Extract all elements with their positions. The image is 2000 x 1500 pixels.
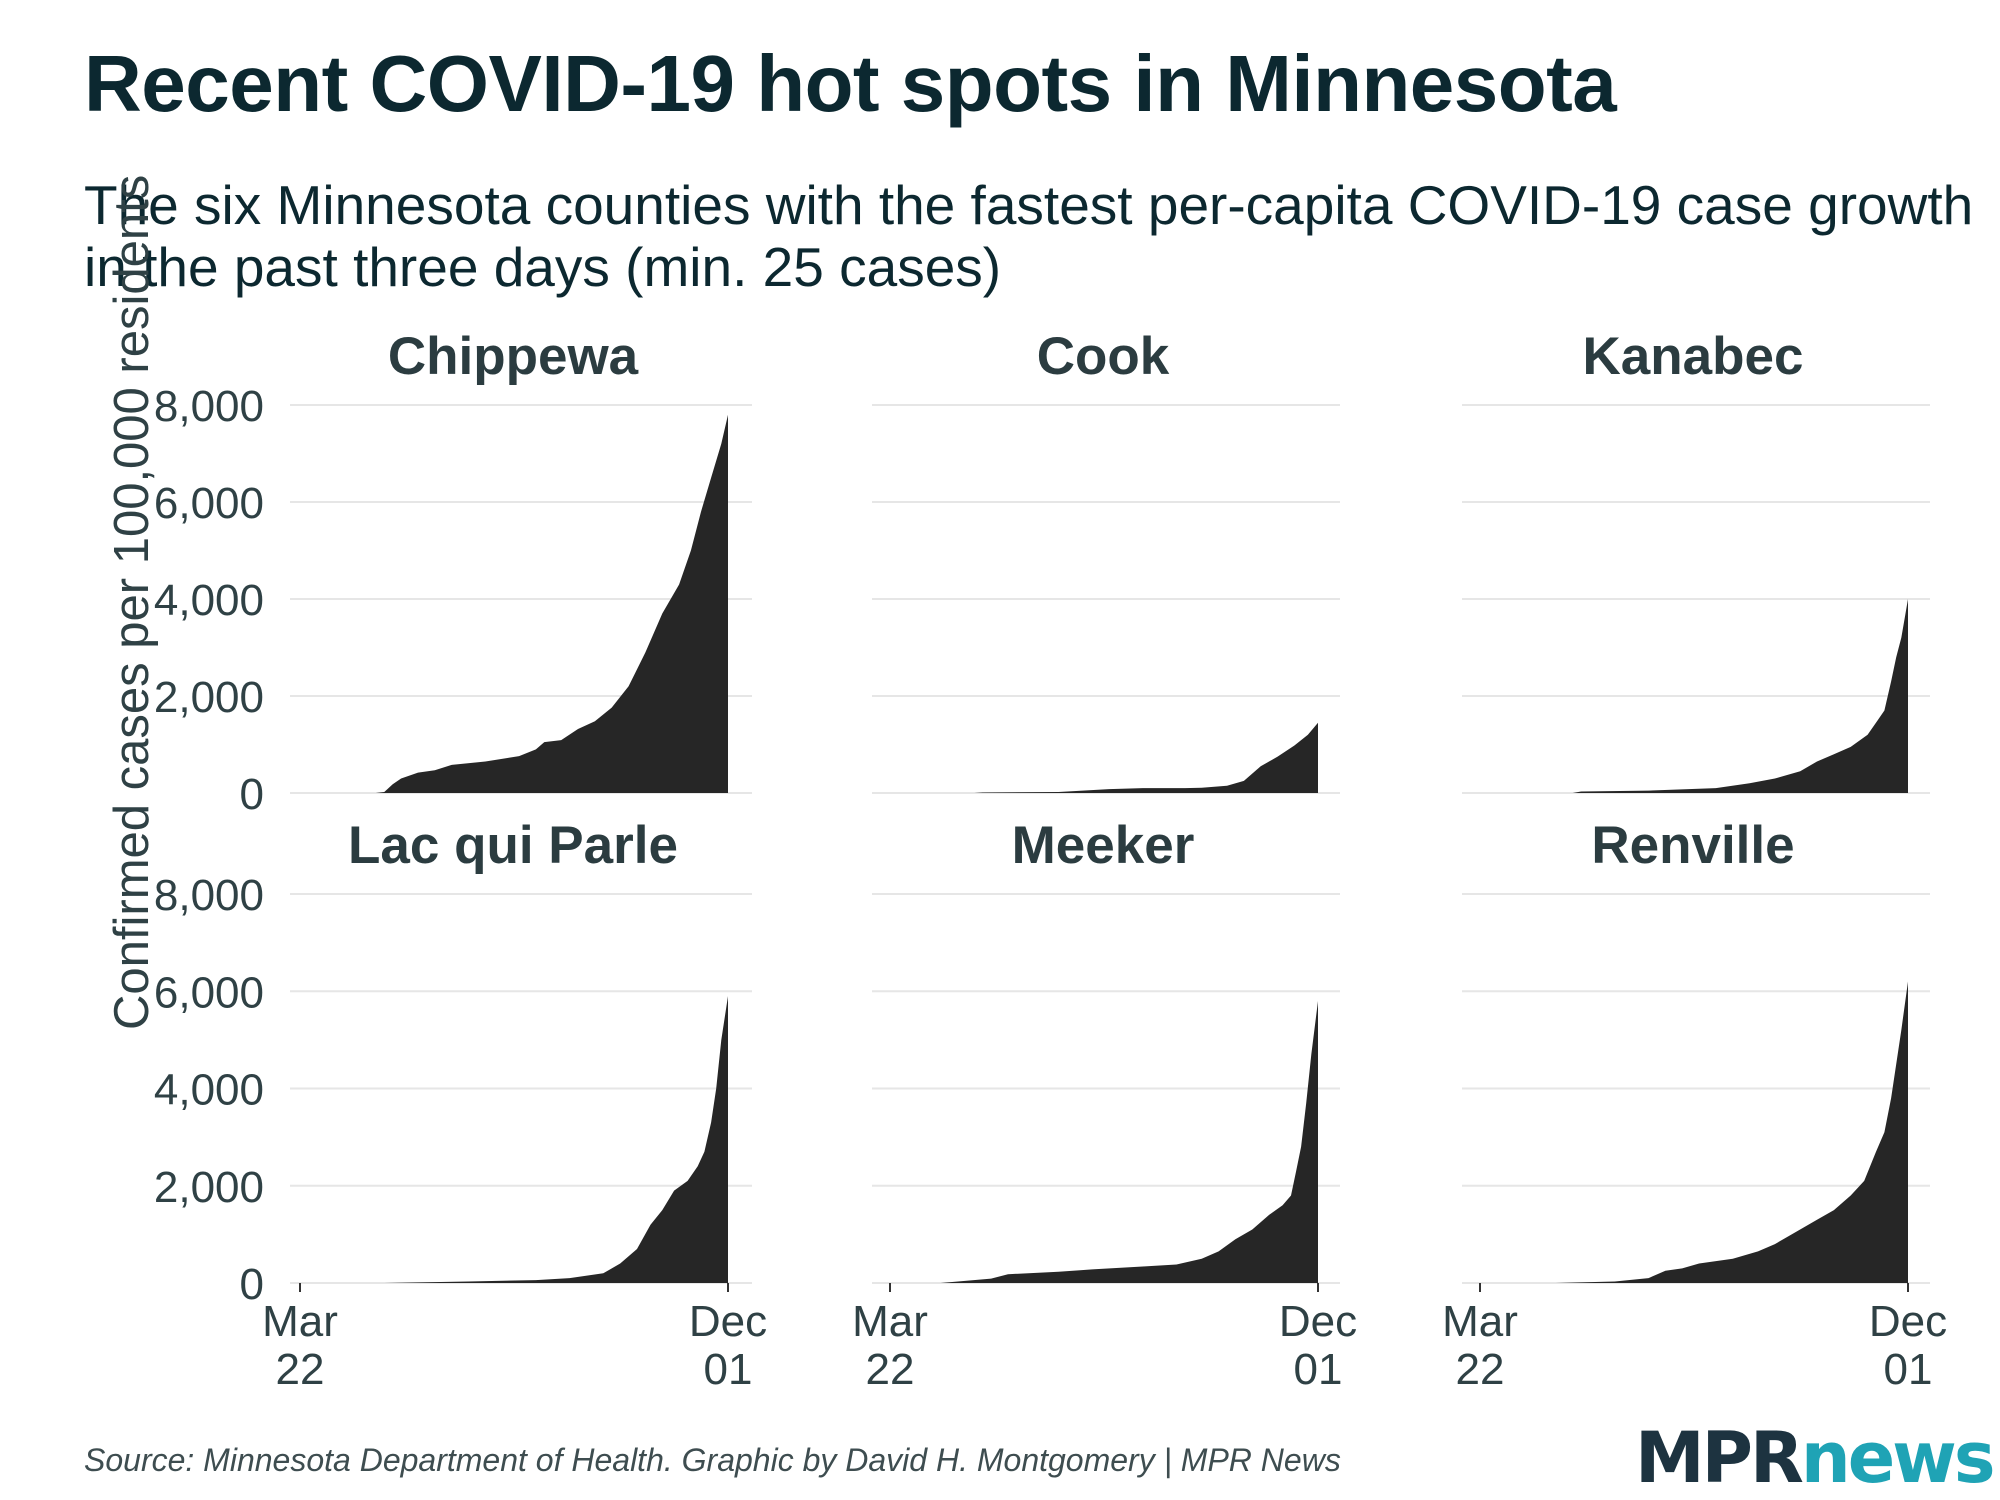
chart-title: Recent COVID-19 hot spots in Minnesota <box>84 39 1617 128</box>
y-tick-label: 8,000 <box>154 871 264 920</box>
area-kanabec <box>1480 599 1908 793</box>
panel-title: Lac qui Parle <box>348 816 678 875</box>
x-tick-label: Dec <box>689 1297 767 1346</box>
area-lac-qui-parle <box>300 996 728 1283</box>
y-tick-label: 0 <box>240 770 264 819</box>
y-tick-label: 2,000 <box>154 673 264 722</box>
x-tick-label: Mar <box>262 1297 338 1346</box>
x-tick-label: 01 <box>704 1345 753 1394</box>
x-tick-label: 22 <box>1456 1345 1505 1394</box>
logo-news: news <box>1800 1417 1996 1499</box>
logo-mpr: MPR <box>1635 1417 1804 1499</box>
y-tick-label: 0 <box>240 1260 264 1309</box>
x-tick-label: Mar <box>1442 1297 1518 1346</box>
x-tick-label: Mar <box>852 1297 928 1346</box>
x-tick-label: 22 <box>866 1345 915 1394</box>
y-tick-label: 6,000 <box>154 479 264 528</box>
x-tick-label: Dec <box>1279 1297 1357 1346</box>
chart-subtitle: The six Minnesota counties with the fast… <box>84 174 1974 298</box>
x-tick-label: Dec <box>1869 1297 1947 1346</box>
area-meeker <box>890 1001 1318 1283</box>
area-chippewa <box>300 414 728 793</box>
y-tick-label: 4,000 <box>154 1066 264 1115</box>
area-cook <box>890 722 1318 793</box>
y-tick-label: 6,000 <box>154 968 264 1017</box>
y-tick-label: 2,000 <box>154 1163 264 1212</box>
source-credit: Source: Minnesota Department of Health. … <box>84 1442 1341 1478</box>
x-tick-label: 01 <box>1294 1345 1343 1394</box>
panel-title: Renville <box>1591 816 1794 875</box>
area-renville <box>1480 981 1908 1283</box>
panel-title: Meeker <box>1012 816 1195 875</box>
mpr-news-logo: MPRnews <box>1635 1417 1996 1499</box>
panel-title: Kanabec <box>1583 327 1804 386</box>
y-tick-label: 4,000 <box>154 576 264 625</box>
x-tick-label: 01 <box>1884 1345 1933 1394</box>
panel-title: Chippewa <box>388 327 639 386</box>
y-tick-label: 8,000 <box>154 382 264 431</box>
x-tick-label: 22 <box>276 1345 325 1394</box>
panel-title: Cook <box>1037 327 1170 386</box>
